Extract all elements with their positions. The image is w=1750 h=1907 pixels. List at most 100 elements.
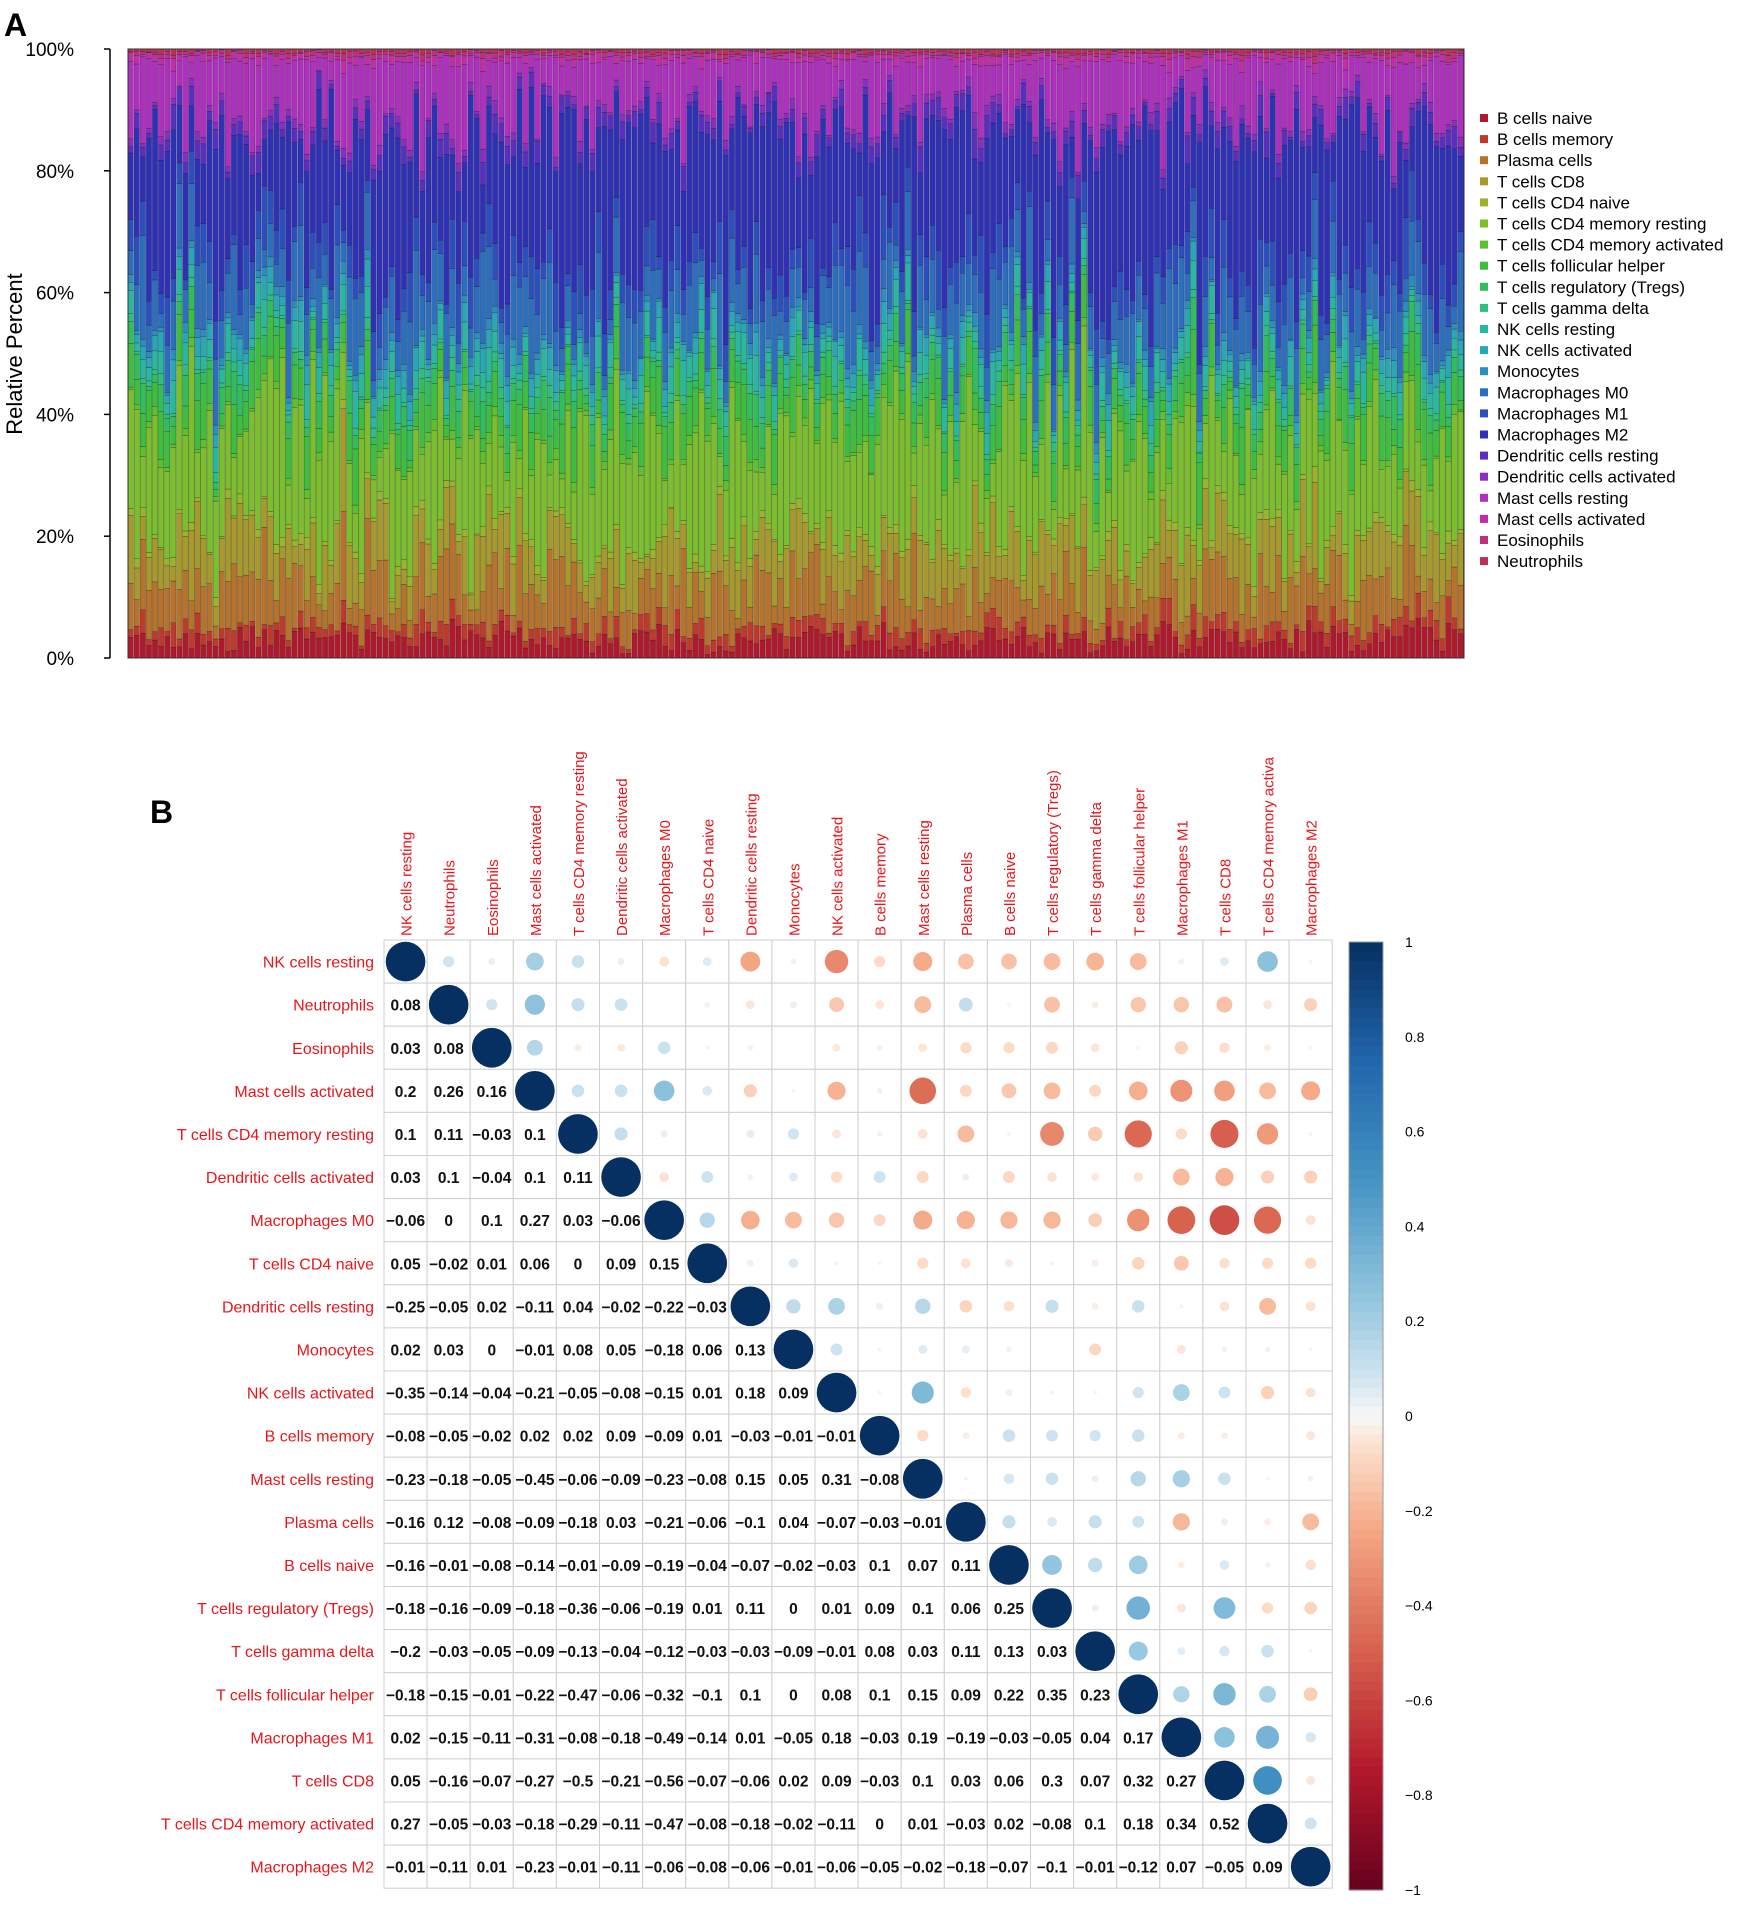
bar-segment xyxy=(225,171,231,179)
bar-segment xyxy=(674,337,681,343)
bar-segment xyxy=(1275,463,1282,510)
bar-segment xyxy=(1172,52,1179,58)
bar-segment xyxy=(625,284,632,318)
bar-segment xyxy=(801,54,808,62)
bar-segment xyxy=(668,393,675,403)
bar-segment xyxy=(759,397,766,418)
bar-segment xyxy=(1403,149,1409,161)
sample-bar xyxy=(984,48,990,659)
bar-segment xyxy=(1336,97,1343,107)
bar-segment xyxy=(1336,513,1343,556)
bar-segment xyxy=(1348,96,1355,105)
bar-segment xyxy=(929,225,936,260)
bar-segment xyxy=(996,381,1002,407)
bar-segment xyxy=(801,425,808,514)
sample-bar xyxy=(1233,48,1239,659)
bar-segment xyxy=(601,568,608,617)
bar-segment xyxy=(880,517,887,551)
bar-segment xyxy=(486,329,492,348)
bar-segment xyxy=(1075,59,1081,68)
bar-segment xyxy=(814,383,820,400)
bar-segment xyxy=(765,57,772,93)
bar-segment xyxy=(801,568,808,617)
bar-segment xyxy=(644,51,650,57)
bar-segment xyxy=(1069,290,1075,294)
bar-segment xyxy=(310,127,316,132)
bar-segment xyxy=(364,249,371,260)
bar-segment xyxy=(1287,648,1294,659)
bar-segment xyxy=(1342,97,1349,120)
bar-segment xyxy=(613,55,620,64)
bar-segment xyxy=(765,370,772,386)
bar-segment xyxy=(820,275,826,325)
bar-segment xyxy=(1178,331,1185,338)
bar-segment xyxy=(1251,348,1258,365)
bar-segment xyxy=(328,560,334,566)
bar-segment xyxy=(1348,490,1355,495)
sample-bar xyxy=(1075,48,1081,659)
bar-segment xyxy=(747,343,754,355)
bar-segment xyxy=(1208,102,1215,112)
bar-segment xyxy=(1293,446,1300,465)
sample-bar xyxy=(662,48,668,659)
bar-segment xyxy=(1111,584,1118,639)
bar-segment xyxy=(941,403,948,408)
bar-segment xyxy=(856,143,863,154)
bar-segment xyxy=(370,398,377,418)
bar-segment xyxy=(395,48,401,54)
bar-segment xyxy=(382,410,389,445)
bar-segment xyxy=(1081,496,1088,505)
bar-segment xyxy=(133,342,140,352)
bar-segment xyxy=(1166,468,1173,484)
bar-segment xyxy=(486,60,492,87)
bar-segment xyxy=(352,635,359,659)
bar-segment xyxy=(1287,253,1294,278)
bar-segment xyxy=(249,338,256,348)
bar-segment xyxy=(795,156,802,164)
bar-segment xyxy=(990,495,996,503)
bar-segment xyxy=(140,56,146,144)
bar-segment xyxy=(984,115,990,139)
bar-segment xyxy=(674,349,681,359)
bar-segment xyxy=(1044,313,1051,343)
bar-segment xyxy=(1123,639,1130,647)
bar-segment xyxy=(279,296,286,306)
bar-segment xyxy=(182,435,189,532)
bar-segment xyxy=(1439,426,1446,429)
bar-segment xyxy=(346,369,353,377)
bar-segment xyxy=(735,628,741,634)
bar-segment xyxy=(516,379,523,390)
bar-segment xyxy=(1233,453,1239,456)
bar-segment xyxy=(1281,611,1288,631)
bar-segment xyxy=(522,409,529,534)
bar-segment xyxy=(1075,53,1081,60)
bar-segment xyxy=(1081,223,1088,228)
bar-segment xyxy=(492,371,498,407)
sample-bar xyxy=(1227,48,1233,659)
bar-segment xyxy=(1251,586,1258,597)
bar-segment xyxy=(127,343,134,388)
bar-segment xyxy=(874,374,881,391)
bar-segment xyxy=(552,459,559,512)
bar-segment xyxy=(382,405,389,411)
bar-segment xyxy=(352,50,359,57)
bar-segment xyxy=(540,409,547,441)
bar-segment xyxy=(498,60,505,119)
bar-segment xyxy=(1403,606,1409,626)
bar-segment xyxy=(467,366,474,385)
bar-segment xyxy=(917,172,924,235)
bar-segment xyxy=(370,416,377,429)
bar-segment xyxy=(1336,620,1343,634)
bar-segment xyxy=(231,329,237,335)
bar-segment xyxy=(152,279,158,331)
bar-segment xyxy=(474,50,480,53)
bar-segment xyxy=(158,589,164,628)
bar-segment xyxy=(674,129,681,226)
bar-segment xyxy=(899,113,905,121)
bar-segment xyxy=(1214,59,1221,123)
bar-segment xyxy=(886,339,893,346)
bar-segment xyxy=(577,408,583,413)
bar-segment xyxy=(868,351,875,381)
bar-segment xyxy=(862,94,869,234)
bar-segment xyxy=(735,360,741,383)
